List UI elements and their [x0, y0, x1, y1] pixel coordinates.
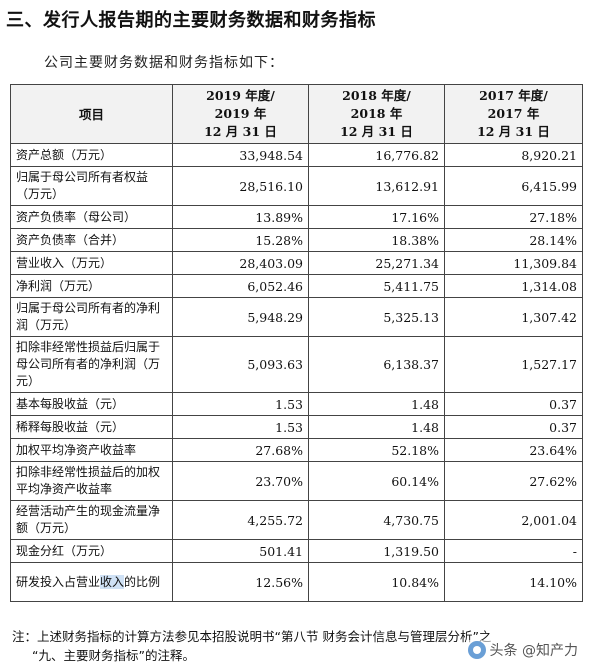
value-2019: 23.70%	[172, 461, 309, 501]
value-2019: 33,948.54	[172, 143, 309, 167]
value-2019: 4,255.72	[172, 500, 309, 540]
value-2017: 8,920.21	[444, 143, 583, 167]
value-2017: 1,314.08	[444, 274, 583, 298]
value-2017: 27.18%	[444, 205, 583, 229]
value-2019: 13.89%	[172, 205, 309, 229]
row-label: 归属于母公司所有者的净利润（万元）	[10, 297, 173, 337]
value-2019: 5,093.63	[172, 336, 309, 393]
value-2018: 10.84%	[308, 562, 445, 602]
row-label: 经营活动产生的现金流量净额（万元）	[10, 500, 173, 540]
table-row: 稀释每股收益（元） 1.53 1.48 0.37	[10, 415, 583, 439]
table-row: 经营活动产生的现金流量净额（万元） 4,255.72 4,730.75 2,00…	[10, 500, 583, 540]
value-2018: 1.48	[308, 392, 445, 416]
value-2018: 5,411.75	[308, 274, 445, 298]
row-label: 加权平均净资产收益率	[10, 438, 173, 462]
row-label: 净利润（万元）	[10, 274, 173, 298]
footnote: 注：上述财务指标的计算方法参见本招股说明书“第八节 财务会计信息与管理层分析”之…	[12, 627, 580, 665]
value-2018: 4,730.75	[308, 500, 445, 540]
value-2018: 60.14%	[308, 461, 445, 501]
value-2017: 1,307.42	[444, 297, 583, 337]
table-row: 扣除非经常性损益后的加权平均净资产收益率 23.70% 60.14% 27.62…	[10, 461, 583, 501]
intro-text: 公司主要财务数据和财务指标如下：	[44, 55, 284, 71]
financial-table: 项目 2019 年度/ 2019 年 12 月 31 日 2018 年度/ 20…	[10, 84, 583, 602]
value-2017: 27.62%	[444, 461, 583, 501]
row-label: 资产总额（万元）	[10, 143, 173, 167]
value-2017: 2,001.04	[444, 500, 583, 540]
table-row: 加权平均净资产收益率 27.68% 52.18% 23.64%	[10, 438, 583, 462]
value-2018: 6,138.37	[308, 336, 445, 393]
value-2017: 0.37	[444, 415, 583, 439]
selected-text-highlight: 收入	[100, 574, 125, 589]
value-2017: 6,415.99	[444, 166, 583, 206]
value-2019: 28,516.10	[172, 166, 309, 206]
value-2018: 5,325.13	[308, 297, 445, 337]
value-2019: 1.53	[172, 415, 309, 439]
value-2019: 12.56%	[172, 562, 309, 602]
value-2017: 0.37	[444, 392, 583, 416]
value-2019: 1.53	[172, 392, 309, 416]
row-label: 扣除非经常性损益后的加权平均净资产收益率	[10, 461, 173, 501]
table-row: 资产总额（万元） 33,948.54 16,776.82 8,920.21	[10, 143, 583, 167]
toutiao-logo-icon	[467, 641, 486, 659]
table-row: 归属于母公司所有者的净利润（万元） 5,948.29 5,325.13 1,30…	[10, 297, 583, 337]
table-row: 归属于母公司所有者权益（万元） 28,516.10 13,612.91 6,41…	[10, 166, 583, 206]
table-row: 资产负债率（合并） 15.28% 18.38% 28.14%	[10, 228, 583, 252]
table-row: 净利润（万元） 6,052.46 5,411.75 1,314.08	[10, 274, 583, 298]
row-label: 营业收入（万元）	[10, 251, 173, 275]
value-2018: 16,776.82	[308, 143, 445, 167]
row-label: 现金分红（万元）	[10, 539, 173, 563]
table-row: 营业收入（万元） 28,403.09 25,271.34 11,309.84	[10, 251, 583, 275]
table-row: 研发投入占营业收入的比例 12.56% 10.84% 14.10%	[10, 562, 583, 602]
value-2018: 18.38%	[308, 228, 445, 252]
footnote-line-2: “九、主要财务指标”的注释。	[32, 648, 195, 663]
value-2019: 6,052.46	[172, 274, 309, 298]
value-2017: -	[444, 539, 583, 563]
value-2018: 17.16%	[308, 205, 445, 229]
header-2017: 2017 年度/ 2017 年 12 月 31 日	[444, 84, 583, 144]
table-row: 扣除非经常性损益后归属于母公司所有者的净利润（万元） 5,093.63 6,13…	[10, 336, 583, 393]
value-2019: 28,403.09	[172, 251, 309, 275]
value-2017: 14.10%	[444, 562, 583, 602]
value-2019: 27.68%	[172, 438, 309, 462]
table-row: 资产负债率（母公司） 13.89% 17.16% 27.18%	[10, 205, 583, 229]
value-2019: 15.28%	[172, 228, 309, 252]
header-2018: 2018 年度/ 2018 年 12 月 31 日	[308, 84, 445, 144]
watermark: 头条 @知产力	[465, 640, 580, 660]
value-2018: 1,319.50	[308, 539, 445, 563]
value-2018: 52.18%	[308, 438, 445, 462]
header-item: 项目	[10, 84, 173, 144]
footnote-line-1: 注：上述财务指标的计算方法参见本招股说明书“第八节 财务会计信息与管理层分析”之	[12, 629, 492, 644]
row-label: 资产负债率（母公司）	[10, 205, 173, 229]
value-2018: 13,612.91	[308, 166, 445, 206]
row-label: 稀释每股收益（元）	[10, 415, 173, 439]
section-heading: 三、发行人报告期的主要财务数据和财务指标	[6, 10, 376, 31]
value-2019: 501.41	[172, 539, 309, 563]
table-header-row: 项目 2019 年度/ 2019 年 12 月 31 日 2018 年度/ 20…	[10, 84, 583, 144]
value-2018: 25,271.34	[308, 251, 445, 275]
row-label: 扣除非经常性损益后归属于母公司所有者的净利润（万元）	[10, 336, 173, 393]
watermark-text: 头条 @知产力	[489, 643, 578, 659]
header-2019: 2019 年度/ 2019 年 12 月 31 日	[172, 84, 309, 144]
row-label: 研发投入占营业收入的比例	[10, 562, 173, 602]
value-2019: 5,948.29	[172, 297, 309, 337]
value-2018: 1.48	[308, 415, 445, 439]
row-label: 基本每股收益（元）	[10, 392, 173, 416]
row-label: 归属于母公司所有者权益（万元）	[10, 166, 173, 206]
value-2017: 1,527.17	[444, 336, 583, 393]
value-2017: 23.64%	[444, 438, 583, 462]
table-row: 现金分红（万元） 501.41 1,319.50 -	[10, 539, 583, 563]
table-row: 基本每股收益（元） 1.53 1.48 0.37	[10, 392, 583, 416]
value-2017: 11,309.84	[444, 251, 583, 275]
row-label: 资产负债率（合并）	[10, 228, 173, 252]
value-2017: 28.14%	[444, 228, 583, 252]
